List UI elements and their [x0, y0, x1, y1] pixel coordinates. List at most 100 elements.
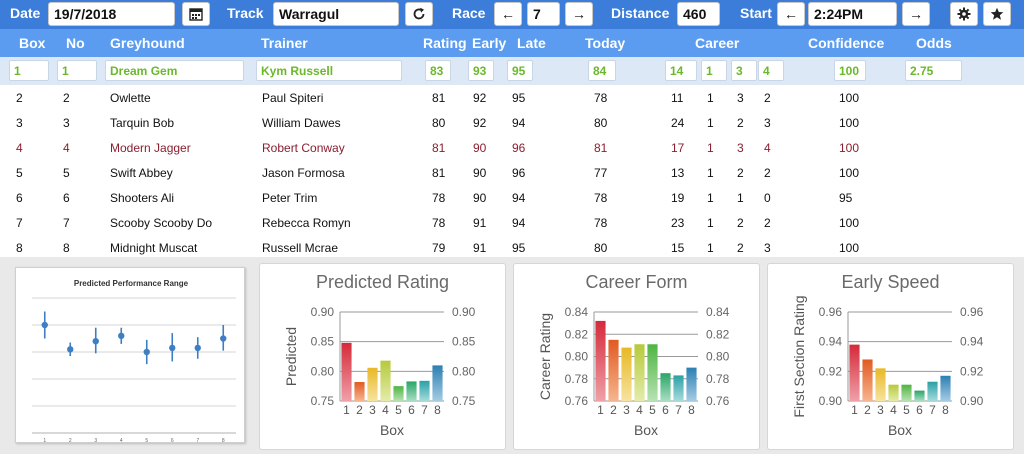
row-career-seconds: 2 — [737, 216, 744, 230]
row-trainer: Paul Spiteri — [262, 91, 324, 105]
x-tick-label: 1 — [343, 403, 350, 417]
header-rating[interactable]: Rating — [423, 35, 467, 51]
header-late[interactable]: Late — [517, 35, 546, 51]
x-tick-label: 3 — [369, 403, 376, 417]
x-tick-label: 2 — [864, 403, 871, 417]
selected-trainer[interactable]: Kym Russell — [256, 60, 402, 81]
x-axis-label: Box — [888, 422, 912, 438]
selected-runner-row[interactable]: 1 1 Dream Gem Kym Russell 83 93 95 84 14… — [0, 57, 1024, 85]
selected-career-thirds[interactable]: 4 — [758, 60, 784, 81]
y-tick-label-right: 0.90 — [452, 305, 476, 319]
selected-box[interactable]: 1 — [9, 60, 49, 81]
y-tick-label-right: 0.94 — [960, 335, 984, 349]
selected-career-wins[interactable]: 1 — [701, 60, 727, 81]
x-tick-label: 7 — [196, 438, 199, 444]
header-today[interactable]: Today — [585, 35, 626, 51]
race-next-button[interactable]: → — [565, 2, 593, 26]
selected-confidence[interactable]: 100 — [834, 60, 866, 81]
x-tick-label: 5 — [145, 438, 148, 444]
table-row[interactable]: 2 2 Owlette Paul Spiteri 81 92 95 78 11 … — [0, 85, 1024, 110]
calendar-button[interactable] — [182, 2, 210, 26]
row-today: 78 — [594, 91, 608, 105]
x-tick-label: 2 — [610, 403, 617, 417]
header-confidence[interactable]: Confidence — [808, 35, 885, 51]
row-career-thirds: 3 — [764, 241, 771, 255]
y-tick-label-left: 0.90 — [311, 305, 335, 319]
y-tick-label-left: 0.78 — [565, 372, 589, 386]
row-trainer: William Dawes — [262, 116, 341, 130]
range-point — [67, 346, 74, 353]
selected-today[interactable]: 84 — [588, 60, 616, 81]
bar-box-4 — [634, 344, 645, 401]
row-career-starts: 24 — [671, 116, 685, 130]
start-prev-button[interactable]: ← — [777, 2, 805, 26]
row-early: 92 — [473, 116, 487, 130]
header-trainer[interactable]: Trainer — [261, 35, 308, 51]
row-career-wins: 1 — [707, 141, 714, 155]
row-rating: 78 — [432, 216, 446, 230]
settings-button[interactable] — [950, 2, 978, 26]
row-no: 3 — [63, 116, 70, 130]
header-early[interactable]: Early — [472, 35, 507, 51]
selected-early[interactable]: 93 — [468, 60, 494, 81]
row-rating: 79 — [432, 241, 446, 255]
selected-odds[interactable]: 2.75 — [905, 60, 962, 81]
x-tick-label: 4 — [382, 403, 389, 417]
y-tick-label-left: 0.92 — [819, 364, 843, 378]
table-row[interactable]: 4 4 Modern Jagger Robert Conway 81 90 96… — [0, 135, 1024, 160]
y-tick-label-left: 0.96 — [819, 305, 843, 319]
header-odds[interactable]: Odds — [916, 35, 952, 51]
header-career[interactable]: Career — [695, 35, 740, 51]
row-career-starts: 13 — [671, 166, 685, 180]
selected-no[interactable]: 1 — [57, 60, 97, 81]
selected-rating[interactable]: 83 — [425, 60, 451, 81]
bar-box-4 — [888, 384, 899, 401]
start-next-button[interactable]: → — [902, 2, 930, 26]
y-tick-label-right: 0.85 — [452, 335, 476, 349]
selected-career-starts[interactable]: 14 — [665, 60, 697, 81]
row-greyhound: Swift Abbey — [110, 166, 173, 180]
header-no[interactable]: No — [66, 35, 85, 51]
track-field[interactable]: Warragul — [273, 2, 399, 26]
row-career-wins: 1 — [707, 191, 714, 205]
table-row[interactable]: 8 8 Midnight Muscat Russell Mcrae 79 91 … — [0, 235, 1024, 260]
x-tick-label: 4 — [890, 403, 897, 417]
gear-icon — [957, 7, 971, 21]
table-row[interactable]: 5 5 Swift Abbey Jason Formosa 81 90 96 7… — [0, 160, 1024, 185]
bar-box-5 — [393, 386, 404, 401]
predicted-rating-title: Predicted Rating — [315, 272, 450, 292]
race-field[interactable]: 7 — [527, 2, 560, 26]
selected-career-seconds[interactable]: 3 — [731, 60, 757, 81]
y-tick-label-right: 0.78 — [706, 372, 730, 386]
row-early: 90 — [473, 191, 487, 205]
header-greyhound[interactable]: Greyhound — [110, 35, 185, 51]
x-tick-label: 8 — [434, 403, 441, 417]
table-row[interactable]: 3 3 Tarquin Bob William Dawes 80 92 94 8… — [0, 110, 1024, 135]
favourite-button[interactable] — [983, 2, 1011, 26]
row-box: 3 — [16, 116, 23, 130]
date-field[interactable]: 19/7/2018 — [48, 2, 175, 26]
row-confidence: 100 — [839, 241, 860, 255]
y-tick-label-right: 0.82 — [706, 327, 730, 341]
selected-late[interactable]: 95 — [507, 60, 533, 81]
row-late: 95 — [512, 241, 526, 255]
y-tick-label-left: 0.80 — [565, 350, 589, 364]
header-box[interactable]: Box — [19, 35, 46, 51]
selected-greyhound[interactable]: Dream Gem — [105, 60, 244, 81]
race-prev-button[interactable]: ← — [494, 2, 522, 26]
table-row[interactable]: 6 6 Shooters Ali Peter Trim 78 90 94 78 … — [0, 185, 1024, 210]
row-career-wins: 1 — [707, 166, 714, 180]
start-field[interactable]: 2:24PM — [808, 2, 897, 26]
bar-box-6 — [406, 381, 417, 401]
distance-field[interactable]: 460 — [677, 2, 720, 26]
career-form-panel: Career Form 0.76 0.76 0.78 0.78 0.80 0.80 0.82… — [513, 263, 760, 450]
x-tick-label: 7 — [929, 403, 936, 417]
table-row[interactable]: 7 7 Scooby Scooby Do Rebecca Romyn 78 91… — [0, 210, 1024, 235]
y-tick-label-left: 0.90 — [819, 394, 843, 408]
x-tick-label: 1 — [597, 403, 604, 417]
refresh-button[interactable] — [405, 2, 433, 26]
bar-box-6 — [660, 373, 671, 401]
y-axis-label: Predicted — [283, 327, 299, 386]
x-tick-label: 6 — [171, 438, 174, 444]
bar-box-2 — [608, 339, 619, 401]
